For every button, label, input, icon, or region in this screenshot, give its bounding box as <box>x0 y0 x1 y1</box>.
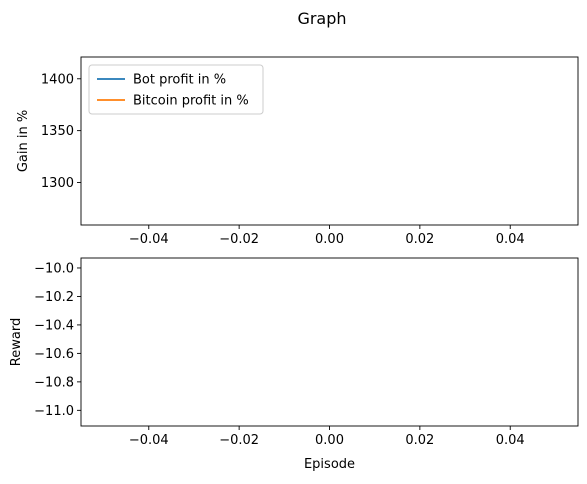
top-x-tick-label: 0.02 <box>405 232 434 247</box>
bottom-y-tick-label: −11.0 <box>34 404 74 419</box>
bottom-y-tick-label: −10.6 <box>34 347 74 362</box>
bottom-x-tick-label: 0.00 <box>315 433 344 448</box>
bottom-x-tick-label: −0.04 <box>129 433 169 448</box>
bottom-plot-frame <box>80 257 579 427</box>
bottom-x-tick-label: −0.02 <box>219 433 259 448</box>
top-chart: −0.04 −0.02 0.00 0.02 0.04 1300 1350 1400 Gain i… <box>16 56 579 247</box>
top-x-tick-label: −0.02 <box>219 232 259 247</box>
bottom-y-tick-label: −10.4 <box>34 318 74 333</box>
bottom-y-tick-label: −10.8 <box>34 375 74 390</box>
top-x-tick-label: −0.04 <box>129 232 169 247</box>
bottom-y-axis-title: Reward <box>9 318 24 366</box>
bottom-x-tick-label: 0.02 <box>405 433 434 448</box>
bottom-x-tick-label: 0.04 <box>496 433 525 448</box>
bottom-x-axis-title: Episode <box>304 457 355 472</box>
bottom-chart: −0.04 −0.02 0.00 0.02 0.04 −10.0 −10.2 −10.4 −10… <box>9 257 579 472</box>
bottom-y-tick-label: −10.2 <box>34 290 74 305</box>
legend-label: Bot profit in % <box>133 73 226 88</box>
top-y-tick-label: 1350 <box>41 124 74 139</box>
top-x-tick-label: 0.04 <box>496 232 525 247</box>
figure-title: Graph <box>297 9 346 28</box>
legend-box <box>88 64 264 115</box>
top-y-axis-title: Gain in % <box>16 110 31 172</box>
legend-label: Bitcoin profit in % <box>133 94 249 109</box>
top-y-tick-label: 1300 <box>41 176 74 191</box>
top-y-tick-label: 1400 <box>41 72 74 87</box>
bottom-y-tick-label: −10.0 <box>34 261 74 276</box>
top-x-tick-label: 0.00 <box>315 232 344 247</box>
